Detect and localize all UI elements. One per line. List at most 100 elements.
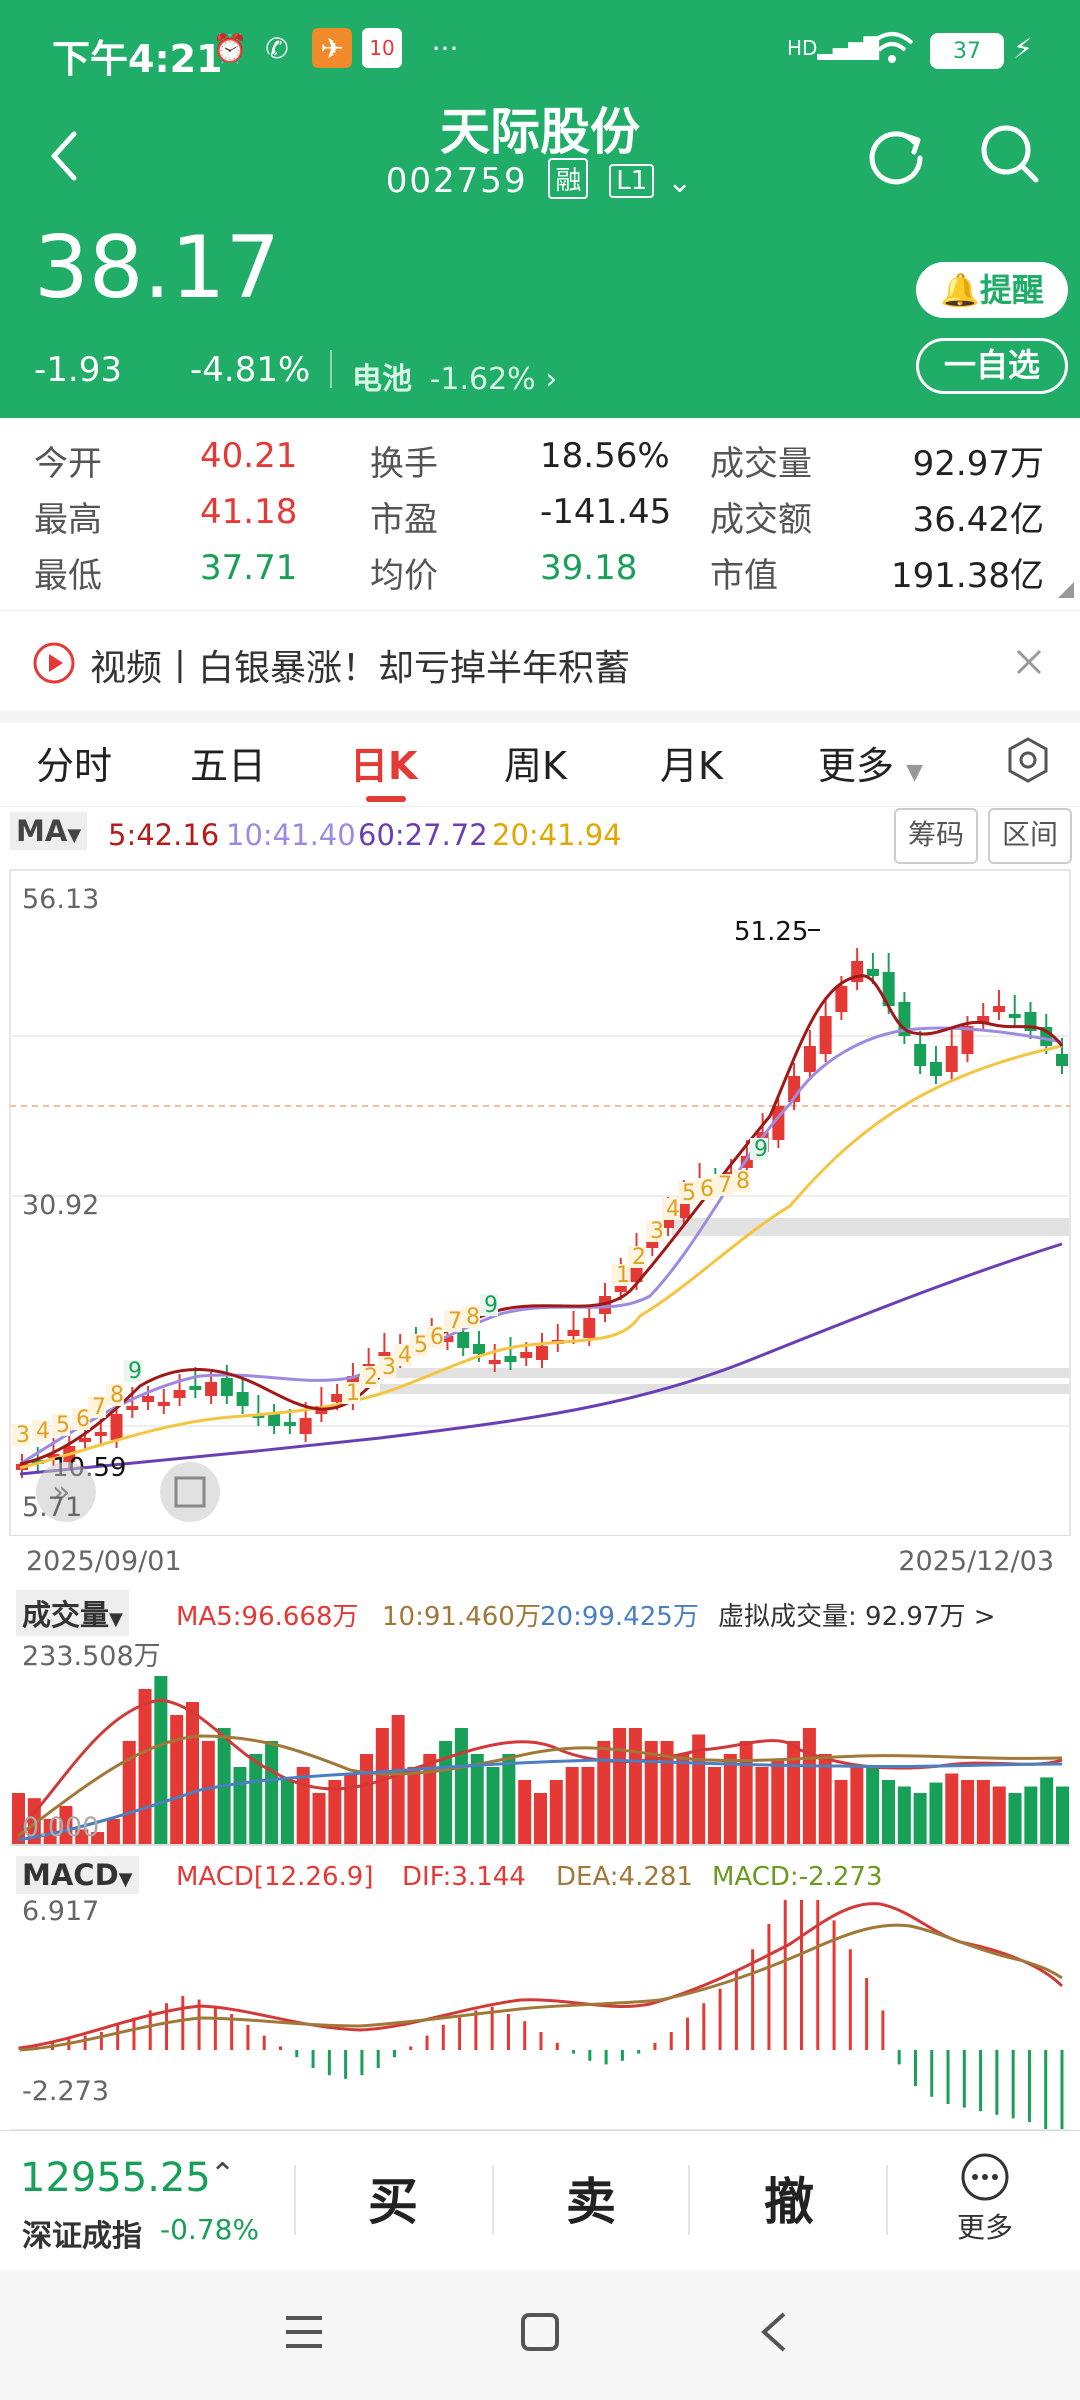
range-button[interactable]: 区间 xyxy=(988,808,1072,864)
volume-bar xyxy=(866,1767,880,1845)
level-tag: L1 xyxy=(609,164,655,198)
refresh-icon[interactable] xyxy=(864,122,928,186)
volume-bar xyxy=(170,1715,184,1845)
volume-bar xyxy=(992,1786,1006,1845)
candle-body xyxy=(47,1454,60,1458)
volume-bar xyxy=(486,1767,500,1845)
volume-bar xyxy=(644,1741,658,1845)
td-marker xyxy=(342,1382,360,1404)
virtual-volume-link[interactable]: 虚拟成交量: 92.97万 > xyxy=(718,1602,996,1632)
price-change: -1.93 xyxy=(34,350,122,390)
more-button[interactable]: 更多 xyxy=(930,2152,1040,2252)
news-banner[interactable]: 视频丨白银暴涨！却亏掉半年积蓄 xyxy=(0,610,1080,723)
fullscreen-icon[interactable] xyxy=(160,1462,220,1522)
td-count: 8 xyxy=(466,1305,480,1330)
y-axis-mid: 30.92 xyxy=(22,1190,100,1221)
back-icon[interactable] xyxy=(46,128,82,184)
open-value: 40.21 xyxy=(200,436,298,476)
td-count: 6 xyxy=(700,1177,714,1202)
back-nav-icon[interactable] xyxy=(756,2308,792,2356)
tab-intraday[interactable]: 分时 xyxy=(36,744,113,788)
cancel-order-button[interactable]: 撤 xyxy=(764,2173,814,2231)
divider xyxy=(294,2165,296,2235)
td-count: 6 xyxy=(76,1407,90,1432)
index-name: 深证成指 xyxy=(22,2219,142,2254)
chevron-up-icon[interactable]: ⌃ xyxy=(210,2157,236,2192)
candle-body xyxy=(866,969,879,976)
candle-body xyxy=(567,1330,580,1336)
volume-bar xyxy=(534,1793,547,1845)
td-marker xyxy=(88,1396,106,1418)
volume-bar xyxy=(59,1806,73,1845)
sell-button[interactable]: 卖 xyxy=(566,2173,616,2231)
amount-value: 36.42亿 xyxy=(912,500,1044,540)
stock-code-line[interactable]: 002759 融 L1 ⌄ xyxy=(0,158,1080,201)
sector-link[interactable]: 电池 -1.62% › xyxy=(352,354,557,398)
mcap-label: 市值 xyxy=(710,556,778,596)
alert-button[interactable]: 🔔提醒 xyxy=(916,262,1068,318)
close-icon[interactable] xyxy=(1014,647,1044,677)
banner-text: 视频丨白银暴涨！却亏掉半年积蓄 xyxy=(90,648,631,689)
high-value: 41.18 xyxy=(200,492,298,532)
chip-band xyxy=(380,1384,1070,1394)
tab-more[interactable]: 更多 ▼ xyxy=(818,744,924,788)
candle-body xyxy=(945,1046,958,1072)
buy-button[interactable]: 买 xyxy=(368,2173,418,2231)
volume-bar xyxy=(265,1741,279,1845)
candle-body xyxy=(94,1432,107,1436)
watchlist-button[interactable]: 一自选 xyxy=(916,338,1068,394)
td-marker xyxy=(462,1306,480,1328)
volume-selector[interactable]: 成交量▼ xyxy=(16,1590,129,1636)
stock-name: 天际股份 xyxy=(440,103,640,161)
search-icon[interactable] xyxy=(978,122,1042,186)
ma10-line xyxy=(19,1026,1063,1466)
td-count: 9 xyxy=(754,1137,768,1162)
expand-left-icon[interactable] xyxy=(36,1462,96,1522)
volume-bar xyxy=(43,1819,57,1845)
macd-y-top: 6.917 xyxy=(22,1896,100,1927)
volume-bar xyxy=(708,1767,721,1845)
td-marker xyxy=(662,1198,680,1220)
bell-icon: 🔔 xyxy=(940,271,980,309)
volume-bar xyxy=(391,1715,405,1845)
volume-bar xyxy=(233,1767,247,1845)
td-count: 3 xyxy=(382,1355,396,1380)
chip-button[interactable]: 筹码 xyxy=(894,808,978,864)
ma5-line xyxy=(19,974,1064,1466)
vol-y-top: 233.508万 xyxy=(22,1641,161,1672)
macd-chart[interactable] xyxy=(0,1900,1080,2130)
volume-chart[interactable] xyxy=(0,1640,1080,1846)
date-start: 2025/09/01 xyxy=(26,1546,182,1577)
tab-daily-k[interactable]: 日K xyxy=(350,744,418,788)
candle-body xyxy=(205,1382,218,1396)
macd-selector[interactable]: MACD▼ xyxy=(16,1856,139,1894)
chip-band xyxy=(672,1218,1070,1236)
system-nav-bar xyxy=(0,2270,1080,2400)
menu-icon[interactable] xyxy=(282,2312,326,2352)
expand-corner-icon[interactable] xyxy=(1058,582,1074,598)
tab-weekly-k[interactable]: 周K xyxy=(504,744,567,788)
volume-bar xyxy=(802,1728,816,1845)
tab-monthly-k[interactable]: 月K xyxy=(660,744,723,788)
chevron-down-icon[interactable]: ⌄ xyxy=(667,165,695,200)
home-icon[interactable] xyxy=(518,2310,562,2354)
td-count: 7 xyxy=(448,1309,462,1334)
macd-dea: DEA:4.281 xyxy=(556,1862,693,1892)
candle-body xyxy=(441,1336,454,1342)
vol-ma20-line xyxy=(17,1758,1063,1842)
tab-five-day[interactable]: 五日 xyxy=(190,744,267,788)
current-price: 38.17 xyxy=(34,218,281,318)
macd-params: MACD[12.26.9] xyxy=(176,1862,374,1892)
volume-bar xyxy=(976,1780,990,1845)
volume-bar xyxy=(613,1728,627,1845)
candle-body xyxy=(283,1422,296,1426)
td-count: 1 xyxy=(616,1263,630,1288)
double-chevron-icon: » xyxy=(52,1475,70,1510)
ma-selector[interactable]: MA▼ xyxy=(10,812,88,850)
candle-body xyxy=(835,986,848,1012)
volume-bar xyxy=(75,1829,89,1845)
settings-icon[interactable] xyxy=(1006,736,1050,784)
macd-value: MACD:-2.273 xyxy=(712,1862,883,1892)
pe-label: 市盈 xyxy=(370,500,438,540)
